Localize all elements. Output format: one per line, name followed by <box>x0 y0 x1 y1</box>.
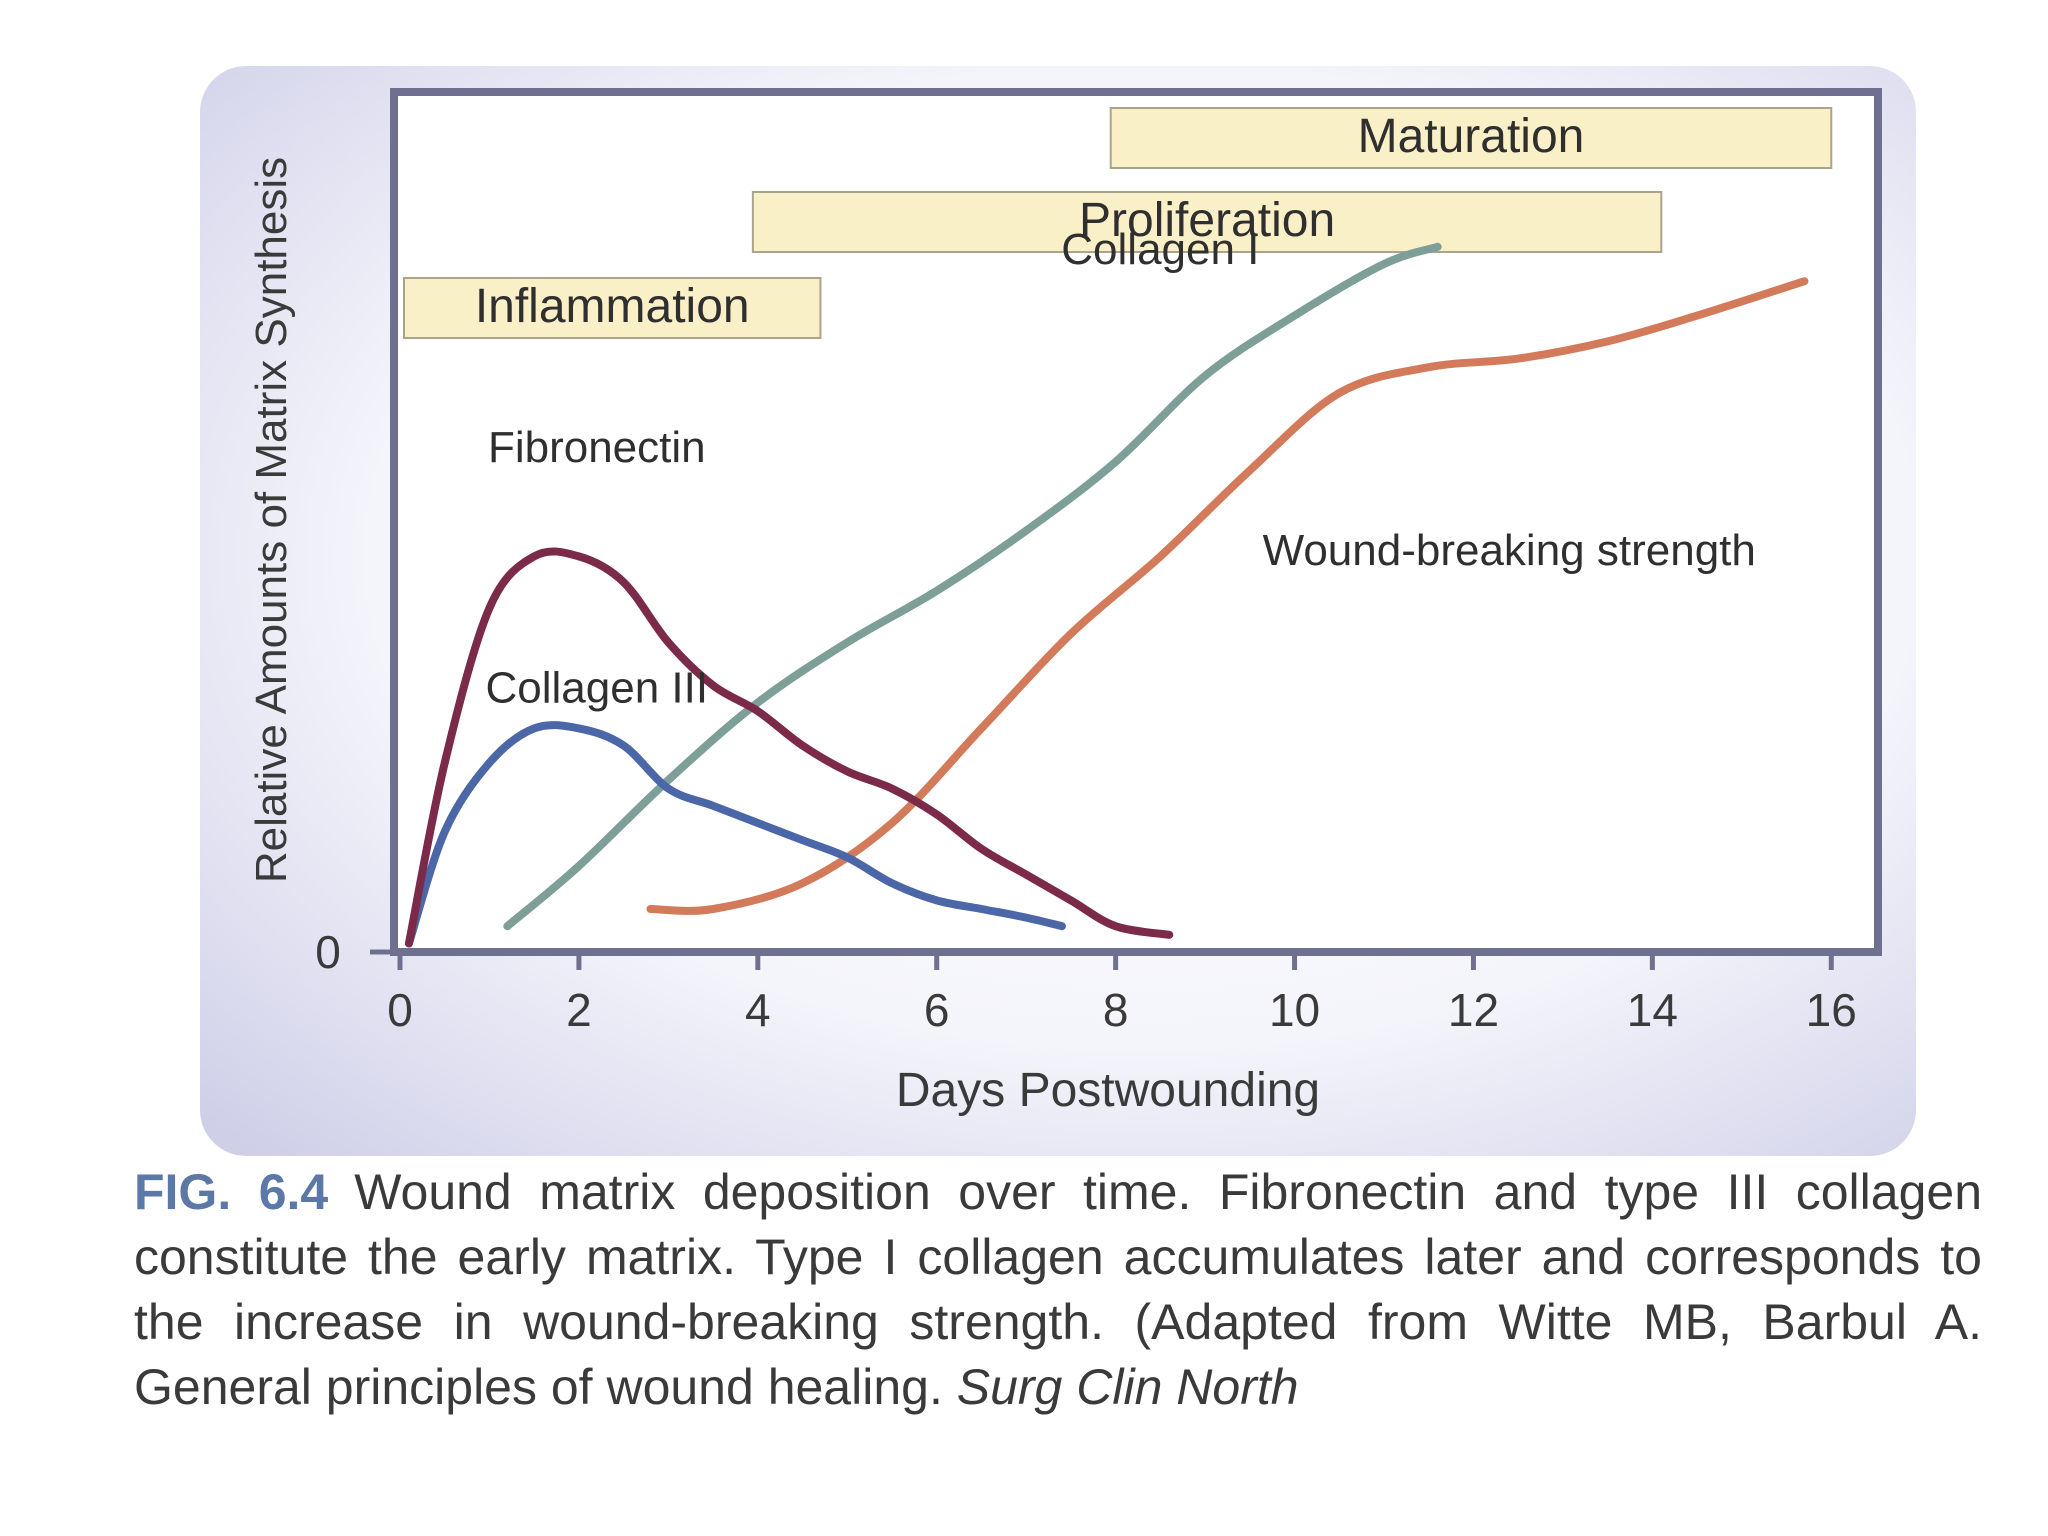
series-line-collagen-iii <box>404 721 1066 948</box>
phase-bar-proliferation <box>751 191 1663 253</box>
series-label-collagen-iii: Collagen III <box>486 664 709 713</box>
series-line-wound-breaking-strength <box>646 277 1809 915</box>
x-tick-label: 8 <box>1103 984 1129 1036</box>
x-tick-label: 2 <box>566 984 592 1036</box>
phase-label-proliferation: Proliferation <box>1079 194 1335 247</box>
phase-label-inflammation: Inflammation <box>475 280 750 333</box>
x-tick-label: 16 <box>1806 984 1857 1036</box>
x-tick-label: 10 <box>1269 984 1320 1036</box>
phase-label-maturation: Maturation <box>1358 110 1585 163</box>
phase-bar-inflammation <box>403 277 822 339</box>
series-line-fibronectin <box>404 547 1174 948</box>
caption-text: Wound matrix deposition over time. Fibro… <box>134 1164 1982 1415</box>
series-label-fibronectin: Fibronectin <box>488 423 706 472</box>
x-tick-label: 12 <box>1448 984 1499 1036</box>
caption-journal: Surg Clin North <box>956 1359 1299 1415</box>
figure-caption: FIG. 6.4 Wound matrix deposition over tim… <box>134 1160 1982 1420</box>
x-axis-title: Days Postwounding <box>896 1064 1320 1117</box>
y-tick-label: 0 <box>315 926 341 978</box>
x-tick-label: 4 <box>745 984 771 1036</box>
series-label-wound-breaking-strength: Wound-breaking strength <box>1263 526 1756 575</box>
series-label-collagen-i: Collagen I <box>1061 225 1259 274</box>
x-tick-label: 6 <box>924 984 950 1036</box>
y-axis-title: Relative Amounts of Matrix Synthesis <box>247 157 296 883</box>
x-tick-label: 0 <box>387 984 413 1036</box>
figure-number: FIG. 6.4 <box>134 1164 329 1220</box>
x-tick-label: 14 <box>1627 984 1678 1036</box>
series-line-collagen-i <box>503 242 1442 931</box>
cropped-text-edge <box>134 1438 1982 1444</box>
phase-bar-maturation <box>1109 107 1833 169</box>
